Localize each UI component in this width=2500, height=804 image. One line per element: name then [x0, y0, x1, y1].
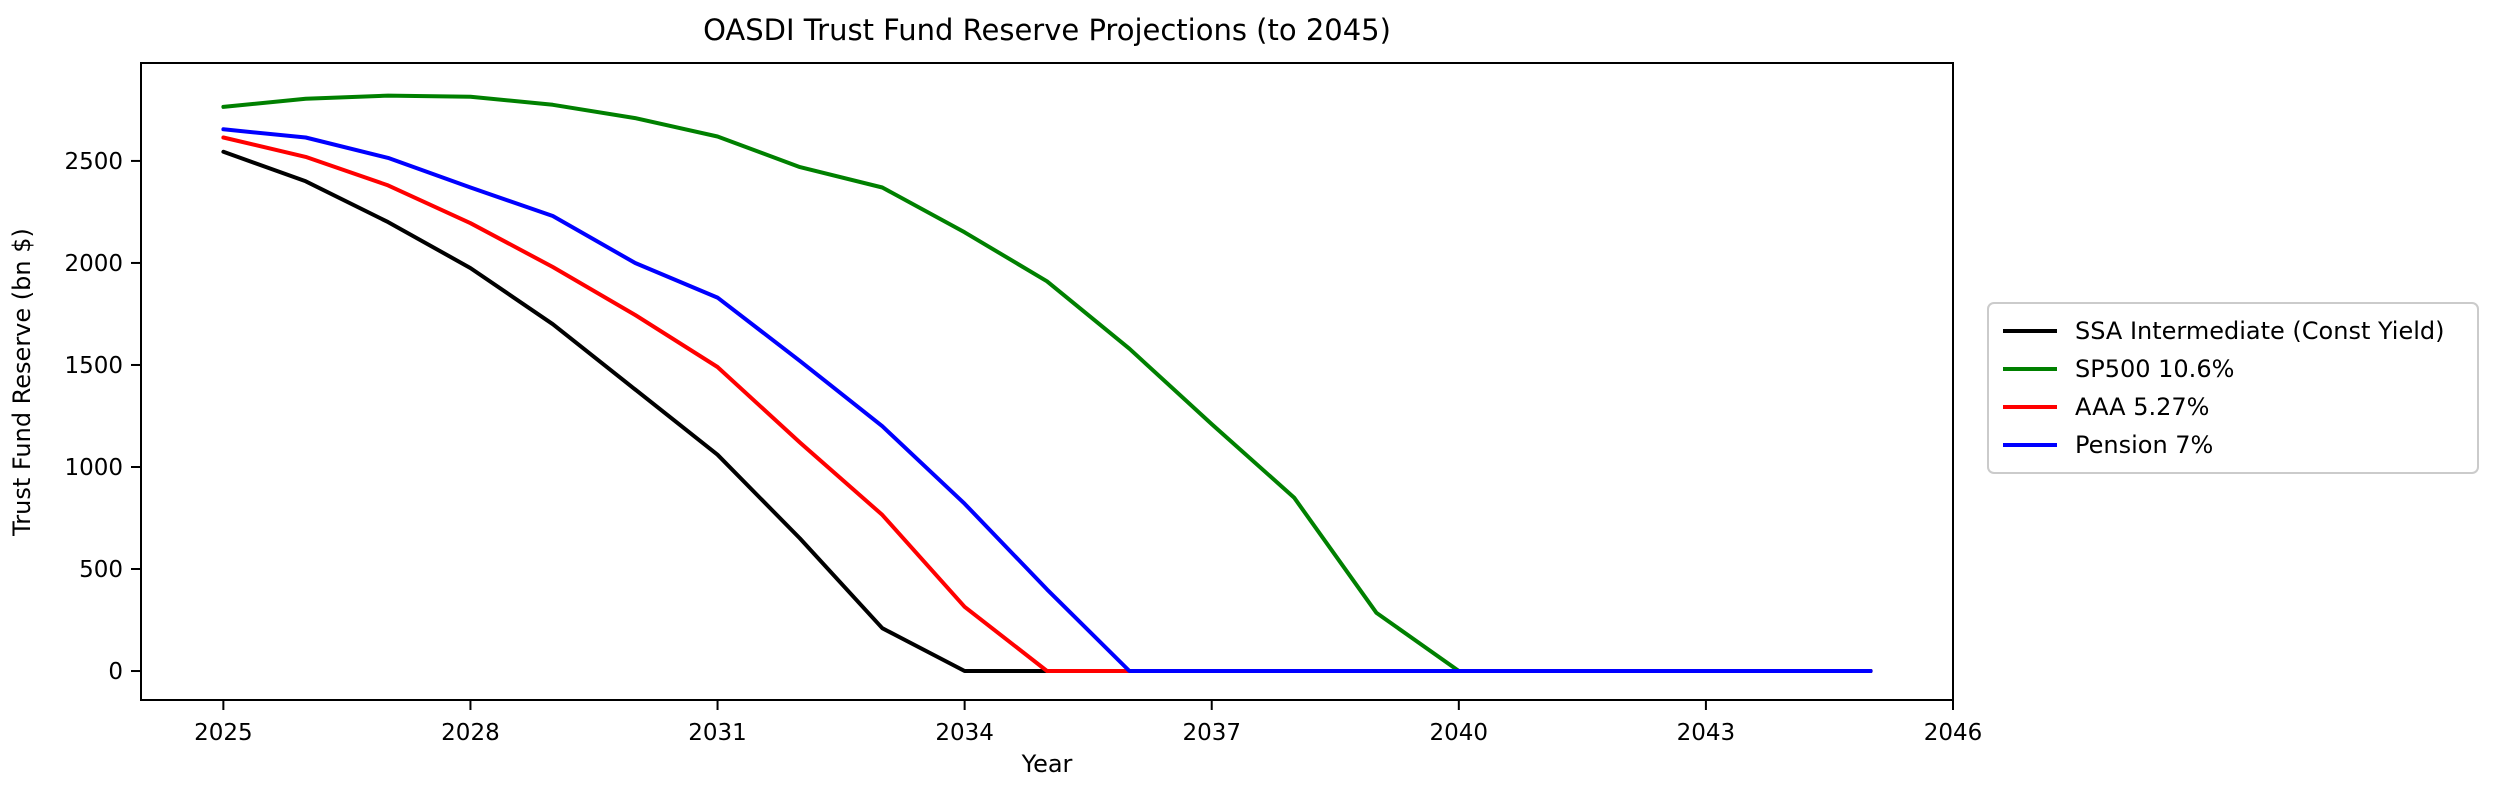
- plot-frame: [140, 62, 1954, 701]
- plot-area-border: [140, 62, 1954, 701]
- y-tick-label-500: 500: [79, 557, 123, 583]
- x-axis-label: Year: [1021, 750, 1073, 778]
- legend: SSA Intermediate (Const Yield) SP500 10.…: [1987, 302, 2479, 474]
- legend-item-pension: Pension 7%: [2003, 426, 2463, 464]
- y-tick-label-2500: 2500: [64, 149, 123, 175]
- series-lines: [221, 93, 1873, 673]
- x-tick-label-2037: 2037: [1182, 720, 1241, 746]
- legend-line-swatch-pension: [2003, 443, 2057, 447]
- x-tick-label-2046: 2046: [1924, 720, 1983, 746]
- x-tick-label-2025: 2025: [194, 720, 253, 746]
- series-line-sp500-10-6: [221, 93, 1873, 673]
- y-axis-ticks: 0 500 1000 1500 2000 2500: [64, 149, 141, 685]
- x-tick-label-2040: 2040: [1430, 720, 1489, 746]
- legend-line-swatch-sp500: [2003, 367, 2057, 371]
- legend-label-sp500: SP500 10.6%: [2075, 355, 2235, 383]
- legend-label-pension: Pension 7%: [2075, 431, 2214, 459]
- legend-item-ssa: SSA Intermediate (Const Yield): [2003, 312, 2463, 350]
- legend-item-aaa: AAA 5.27%: [2003, 388, 2463, 426]
- y-tick-label-1500: 1500: [64, 353, 123, 379]
- series-line-pension-7: [221, 127, 1873, 673]
- legend-item-sp500: SP500 10.6%: [2003, 350, 2463, 388]
- x-tick-label-2031: 2031: [688, 720, 747, 746]
- y-tick-label-1000: 1000: [64, 455, 123, 481]
- legend-line-swatch-aaa: [2003, 405, 2057, 409]
- x-axis-ticks: 2025 2028 2031 2034 2037 2040 2043 2046: [194, 700, 1982, 746]
- legend-label-ssa: SSA Intermediate (Const Yield): [2075, 317, 2445, 345]
- legend-line-swatch-ssa: [2003, 329, 2057, 333]
- x-tick-label-2034: 2034: [935, 720, 994, 746]
- chart-title: OASDI Trust Fund Reserve Projections (to…: [703, 13, 1391, 47]
- y-axis-label: Trust Fund Reserve (bn $): [8, 228, 36, 537]
- x-tick-label-2043: 2043: [1677, 720, 1736, 746]
- series-line-ssa-intermediate-const-yield: [221, 149, 1873, 673]
- y-tick-label-0: 0: [108, 659, 123, 685]
- y-tick-label-2000: 2000: [64, 251, 123, 277]
- x-tick-label-2028: 2028: [441, 720, 500, 746]
- legend-label-aaa: AAA 5.27%: [2075, 393, 2210, 421]
